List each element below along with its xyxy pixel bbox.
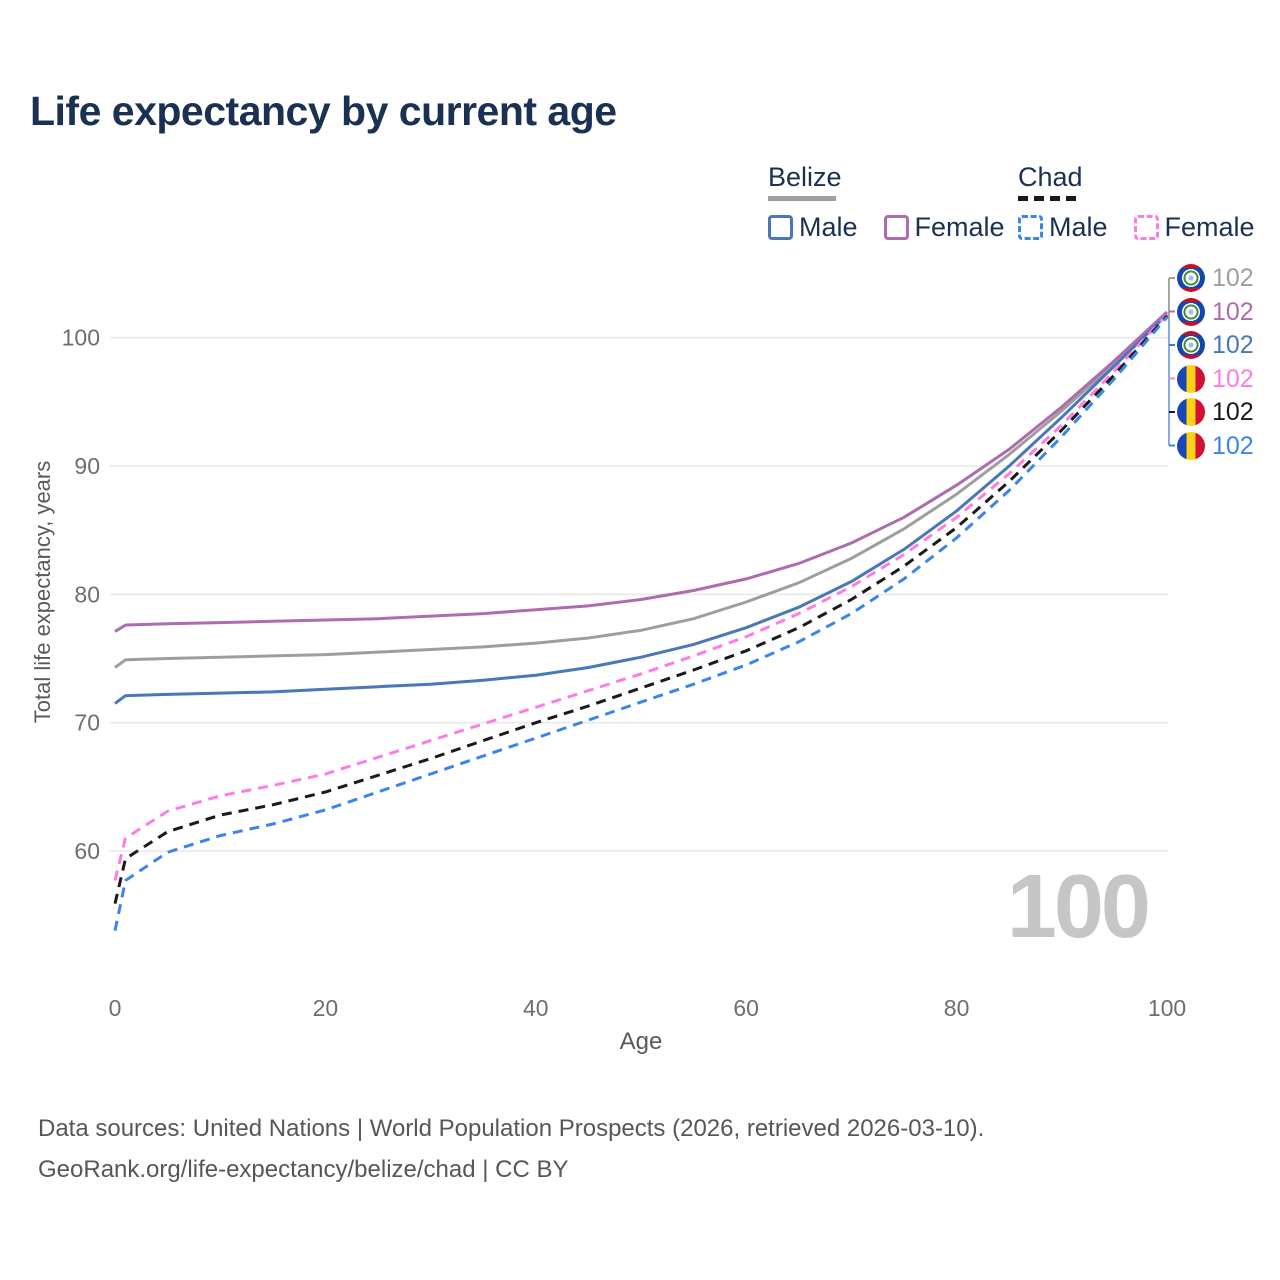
legend-item-chad-female[interactable]: Female bbox=[1133, 212, 1255, 243]
end-value-label: 102 bbox=[1212, 398, 1254, 426]
series-line-chad-male bbox=[113, 316, 1169, 931]
end-label-row: 102 bbox=[1177, 398, 1254, 426]
legend-item-label: Male bbox=[799, 212, 858, 242]
page-title: Life expectancy by current age bbox=[30, 88, 617, 134]
end-value-label: 102 bbox=[1212, 431, 1254, 460]
legend-country-label-belize[interactable]: Belize bbox=[768, 162, 842, 192]
y-axis-title: Total life expectancy, years bbox=[30, 461, 55, 724]
x-tick-label: 0 bbox=[109, 995, 122, 1021]
y-tick-label: 90 bbox=[74, 453, 100, 479]
x-tick-label: 40 bbox=[523, 995, 549, 1021]
end-value-label: 102 bbox=[1212, 264, 1254, 292]
end-label-row: 102 bbox=[1177, 431, 1254, 460]
checkbox-icon[interactable] bbox=[1018, 215, 1043, 240]
legend-country-label-chad[interactable]: Chad bbox=[1018, 162, 1083, 192]
chad-flag-icon bbox=[1177, 398, 1205, 426]
belize-flag-icon bbox=[1177, 331, 1205, 359]
end-value-label: 102 bbox=[1212, 297, 1254, 326]
end-label-row: 102 bbox=[1177, 297, 1254, 326]
belize-flag-icon bbox=[1177, 264, 1205, 292]
legend-item-label: Female bbox=[1164, 212, 1255, 242]
legend-item-belize-female[interactable]: Female bbox=[883, 212, 1005, 243]
chad-flag-icon bbox=[1177, 431, 1205, 460]
y-tick-label: 60 bbox=[74, 838, 100, 864]
end-value-label: 102 bbox=[1212, 364, 1254, 393]
data-sources-line: Data sources: United Nations | World Pop… bbox=[38, 1115, 985, 1142]
series-line-chad-female bbox=[113, 313, 1169, 881]
belize-flag-icon bbox=[1177, 297, 1205, 326]
footer: Data sources: United Nations | World Pop… bbox=[38, 1108, 984, 1190]
legend-item-chad-male[interactable]: Male bbox=[1018, 212, 1108, 243]
series-line-chad-total bbox=[113, 314, 1169, 904]
end-label-row: 102 bbox=[1177, 364, 1254, 393]
age-counter-watermark: 100 bbox=[1006, 857, 1151, 957]
legend-underline-belize bbox=[768, 196, 836, 201]
y-tick-label: 80 bbox=[74, 581, 100, 607]
legend-item-label: Male bbox=[1049, 212, 1108, 242]
checkbox-icon[interactable] bbox=[768, 215, 793, 240]
legend-group-chad[interactable]: Chad Male Female bbox=[1018, 162, 1255, 243]
x-axis-title: Age bbox=[620, 1028, 663, 1055]
x-tick-label: 20 bbox=[313, 995, 339, 1021]
series-line-belize-male bbox=[114, 313, 1169, 705]
y-tick-label: 70 bbox=[74, 710, 100, 736]
legend-item-belize-male[interactable]: Male bbox=[768, 212, 858, 243]
attribution-line: GeoRank.org/life-expectancy/belize/chad … bbox=[38, 1156, 569, 1183]
end-label-row: 102 bbox=[1177, 331, 1254, 359]
chad-flag-icon bbox=[1177, 364, 1205, 393]
series-line-belize-female bbox=[114, 310, 1169, 633]
x-tick-label: 60 bbox=[733, 995, 759, 1021]
x-tick-label: 80 bbox=[944, 995, 970, 1021]
legend-item-label: Female bbox=[914, 212, 1005, 242]
checkbox-icon[interactable] bbox=[1133, 215, 1159, 240]
series-line-belize-total bbox=[114, 312, 1169, 669]
y-tick-label: 100 bbox=[62, 325, 100, 351]
end-label-row: 102 bbox=[1177, 264, 1254, 292]
x-tick-label: 100 bbox=[1148, 995, 1186, 1021]
legend-underline-chad bbox=[1018, 196, 1080, 201]
legend-group-belize[interactable]: Belize Male Female bbox=[768, 162, 1005, 243]
end-value-label: 102 bbox=[1212, 331, 1254, 359]
checkbox-icon[interactable] bbox=[883, 215, 909, 240]
